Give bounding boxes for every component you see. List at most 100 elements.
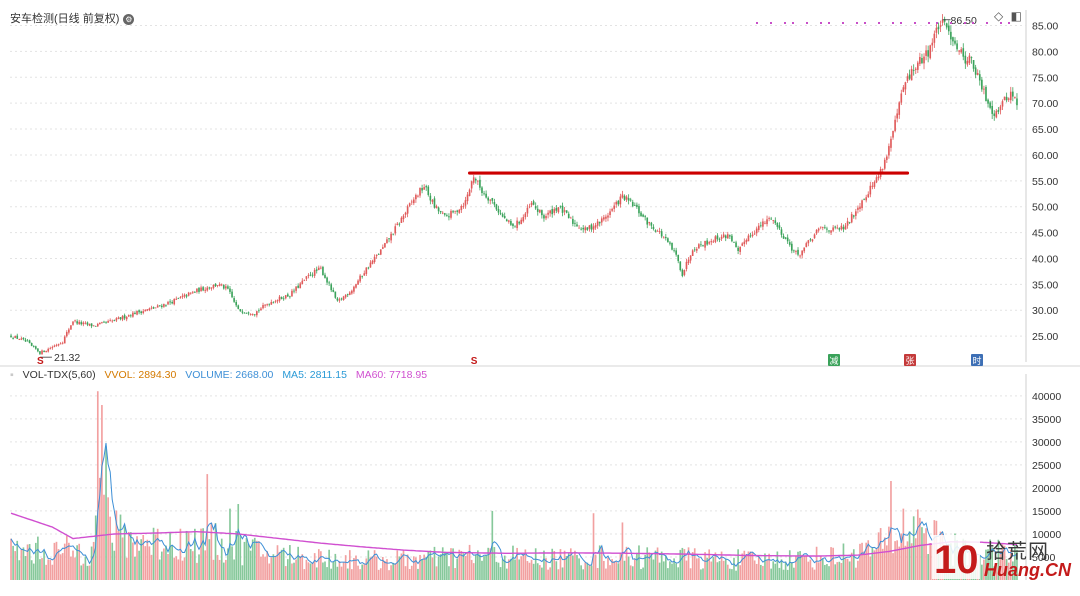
- volume-bar: [914, 538, 917, 580]
- volume-bar: [797, 551, 799, 580]
- volume-bar: [904, 545, 907, 580]
- volume-bar: [433, 546, 436, 580]
- candle-body: [547, 212, 549, 215]
- high-price-label: 86.50: [951, 15, 977, 27]
- volume-bar: [778, 567, 781, 580]
- candle-body: [621, 194, 624, 198]
- candle-body: [454, 210, 456, 212]
- candle-body: [902, 87, 905, 92]
- candle-body: [59, 343, 62, 345]
- volume-bar: [315, 567, 318, 580]
- candle-body: [563, 210, 566, 212]
- volume-bar: [245, 538, 248, 580]
- volume-bar: [549, 567, 551, 580]
- volume-bar: [772, 561, 775, 580]
- volume-bar: [392, 562, 394, 580]
- volume-bar: [466, 551, 469, 580]
- candle-body: [607, 215, 609, 218]
- candle-body: [770, 218, 772, 220]
- candle-body: [586, 227, 589, 230]
- candle-body: [439, 210, 442, 213]
- candle-body: [167, 301, 169, 305]
- volume-bar: [906, 541, 909, 580]
- candle-body: [328, 282, 330, 284]
- candle-body: [605, 216, 607, 219]
- volume-bar: [253, 537, 256, 580]
- candle-body: [551, 209, 554, 215]
- volume-bar: [518, 559, 520, 580]
- volume-bar: [415, 557, 417, 580]
- volume-bar: [119, 514, 122, 580]
- candle-body: [74, 320, 76, 322]
- volume-bar: [280, 549, 283, 580]
- chart-title: 安车检测(日线 前复权): [10, 13, 120, 25]
- volume-bar: [47, 559, 50, 580]
- candle-body: [687, 259, 690, 263]
- volume-bar: [733, 557, 735, 580]
- volume-bar: [237, 504, 240, 580]
- candle-body: [425, 186, 428, 188]
- event-dot: [784, 22, 786, 24]
- volume-bar: [824, 564, 826, 580]
- candle-body: [338, 299, 341, 301]
- volume-bar: [1003, 545, 1006, 580]
- volume-axis: 40000 35000 30000 25000 20000 15000 10000 5000: [1032, 391, 1061, 564]
- candle-body: [421, 188, 423, 191]
- candle-body: [353, 286, 355, 292]
- candle-body: [836, 227, 839, 229]
- candle-body: [121, 316, 124, 320]
- candle-body: [776, 222, 779, 227]
- candle-body: [363, 273, 366, 276]
- volume-bar: [985, 549, 987, 580]
- candle-body: [371, 260, 374, 264]
- candle-body: [22, 337, 25, 340]
- candle-body: [532, 201, 535, 205]
- event-dot: [828, 22, 830, 24]
- volume-bar: [78, 543, 81, 580]
- volume-bar: [247, 543, 250, 580]
- volume-bar: [194, 528, 196, 580]
- volume-indicator-name[interactable]: VOL-TDX(5,60): [22, 369, 96, 381]
- candle-body: [303, 279, 306, 281]
- volume-bar: [282, 547, 285, 580]
- candle-body: [985, 86, 987, 102]
- volume-bar: [563, 550, 566, 580]
- candle-body: [675, 250, 677, 255]
- volume-bar: [757, 555, 760, 580]
- diamond-icon[interactable]: ◇: [994, 9, 1004, 23]
- panel-toggle-icon[interactable]: ◧: [1010, 9, 1022, 23]
- candle-body: [993, 113, 996, 116]
- candle-body: [163, 304, 165, 307]
- candle-body: [821, 227, 824, 228]
- candle-body: [276, 300, 279, 302]
- volume-bar: [565, 556, 568, 580]
- volume-bar: [101, 405, 103, 580]
- candle-body: [260, 308, 262, 311]
- candle-body: [417, 195, 419, 197]
- volume-bar: [495, 561, 498, 580]
- volume-bar: [892, 553, 894, 580]
- candle-body: [660, 231, 663, 237]
- volume-bar: [861, 542, 863, 580]
- volume-bar: [685, 560, 688, 580]
- candle-body: [828, 230, 830, 232]
- candle-body: [80, 322, 83, 325]
- candle-body: [795, 251, 797, 252]
- volume-bar: [57, 549, 60, 580]
- volume-bar: [848, 561, 851, 580]
- volume-bar: [286, 559, 289, 580]
- event-dot: [756, 22, 758, 24]
- gear-icon[interactable]: ⚙: [123, 13, 135, 25]
- volume-bar: [631, 566, 634, 580]
- candle-body: [340, 298, 343, 300]
- volume-bar: [251, 539, 254, 580]
- volume-bar: [830, 547, 832, 580]
- candle-body: [757, 225, 760, 230]
- candle-body: [404, 212, 407, 215]
- candle-body: [1016, 98, 1018, 106]
- candle-body: [962, 48, 965, 57]
- candle-body: [115, 318, 118, 321]
- candle-body: [921, 58, 923, 64]
- candle-body: [747, 235, 750, 242]
- candle-body: [826, 228, 828, 230]
